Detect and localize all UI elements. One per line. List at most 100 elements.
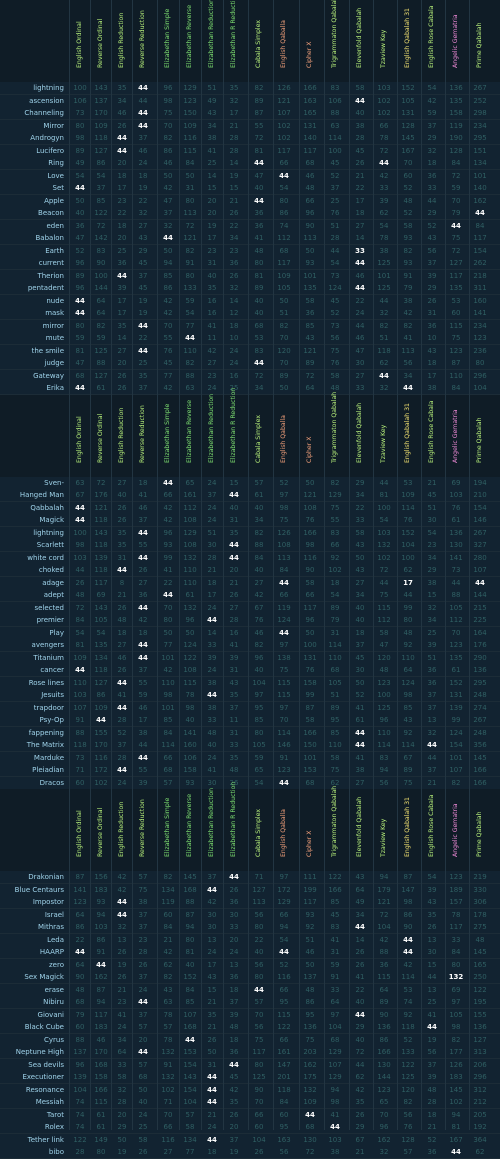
column-header[interactable]: Elizabethan Reduction [205,788,219,867]
column-header[interactable]: Cipher X [303,4,317,78]
table-row[interactable]: Tarot 74 61 20 24 70 57 21 26 66 60 44 41 26 70 56 18 94 2… [0,1108,500,1122]
column-header[interactable]: Trigrammaton Qabalah [328,786,342,867]
table-row[interactable]: judge 47 88 20 25 45 82 27 24 44 70 89 76 30 62 56 18 87 8… [0,357,500,370]
column-header[interactable]: Elizabethan Simple [161,4,175,78]
table-row[interactable]: Ring 49 86 20 24 46 84 25 14 44 66 68 45 26 44 70 18 84 13… [0,157,500,170]
column-header[interactable]: English Qaballa [277,4,291,78]
table-row[interactable]: Magick 44 118 26 37 42 108 24 31 34 75 76 55 33 54 76 30… [0,514,500,527]
table-row[interactable]: lightning 100 143 35 44 96 129 51 35 82 126 166 83 58… [0,82,500,95]
table-row[interactable]: Babalon 47 142 20 43 44 121 17 34 41 112 113 28 14 78 9… [0,232,500,245]
column-header[interactable]: Elizabethan Reduction [205,393,219,473]
table-row[interactable]: choked 44 118 44 26 41 110 21 20 40 84 90 102 43 72 62 2… [0,564,500,577]
table-row[interactable]: Love 54 54 18 18 50 50 14 19 47 44 46 52 21 42 60 36 72 10… [0,169,500,183]
table-row[interactable]: Dracos 60 102 24 39 57 93 30 26 54 44 68 62 27 56 75 21 8… [0,776,500,790]
column-header[interactable]: Elizabethan Reverse [183,4,197,78]
column-header[interactable]: English Reduction [115,399,129,473]
column-header[interactable]: Tzaview Key [377,4,391,78]
column-header[interactable]: English Qabalah 31 [401,4,415,78]
column-header[interactable]: Prime Qabalah [473,793,487,867]
table-row[interactable]: Black Cube 60 183 24 57 57 168 21 48 56 122 136 104 2… [0,1021,500,1034]
column-header[interactable]: English Reduction [115,793,129,867]
table-row[interactable]: Scarlett 98 118 35 55 93 108 30 44 88 108 98 66 43 132… [0,539,500,552]
table-row[interactable]: Therion 89 100 44 37 85 80 40 26 81 109 101 73 46 101 9… [0,269,500,283]
column-header[interactable]: Reverse Reduction [136,793,150,867]
column-header[interactable]: Elizabethan Reverse [183,793,197,867]
column-header[interactable]: Reverse Reduction [136,4,150,78]
column-header[interactable]: Elizabethan R Reduction [227,782,241,867]
column-header[interactable]: Elizabethan R Reduction [227,387,241,473]
column-header[interactable]: Reverse Ordinal [94,793,108,867]
table-row[interactable]: Cyrus 88 46 34 20 78 44 26 18 75 66 75 68 40 86 52 19 82 1… [0,1033,500,1047]
column-header[interactable]: Elizabethan R Reduction [227,0,241,78]
table-row[interactable]: Erika 44 61 26 37 42 63 24 25 34 50 64 48 33 32 44 38 84 1… [0,382,500,395]
table-row[interactable]: Drakonian 87 156 42 57 82 145 37 44 71 97 111 122 43 9… [0,871,500,884]
table-row[interactable]: adage 26 117 8 27 22 110 18 21 27 44 58 18 27 44 17 38 44… [0,576,500,590]
column-header[interactable]: Elizabethan Reduction [205,0,219,78]
table-row[interactable]: Giovani 79 117 41 37 78 107 35 39 70 115 95 97 44 90 92… [0,1008,500,1022]
table-row[interactable]: nude 44 64 17 19 42 59 16 14 40 50 58 45 22 44 38 26 53 16… [0,294,500,308]
column-header[interactable]: Trigrammaton Qabalah [328,391,342,473]
table-row[interactable]: Leda 22 86 13 23 21 80 13 20 22 54 51 41 14 42 44 13 33 48 [0,933,500,947]
table-row[interactable]: the smile 81 125 27 44 76 110 42 24 83 120 121 75 47 1… [0,344,500,358]
table-row[interactable]: Channeling 73 170 46 44 75 150 43 17 87 107 165 88 40… [0,107,500,120]
column-header[interactable]: Prime Qabalah [473,399,487,473]
table-row[interactable]: Messiah 74 115 28 40 71 104 44 35 70 84 109 98 35 65 82… [0,1096,500,1109]
column-header[interactable]: Angelic Gematria [449,793,463,867]
table-row[interactable]: Qabbalah 44 121 26 46 42 112 24 40 40 98 108 75 22 100… [0,501,500,515]
column-header[interactable]: English Ordinal [73,399,87,473]
table-row[interactable]: Executioner 139 158 58 68 132 143 44 45 125 201 175… [0,1071,500,1084]
table-row[interactable]: Rolex 74 61 29 25 66 58 24 20 60 95 68 44 29 96 76 21 81 1… [0,1121,500,1134]
table-row[interactable]: mask 44 64 17 19 42 54 16 12 40 51 36 52 24 32 42 31 60 14… [0,307,500,320]
table-row[interactable]: bibo 28 80 19 26 27 77 18 19 26 56 72 38 21 32 57 36 44 62 [0,1146,500,1159]
table-row[interactable]: Earth 52 83 25 29 50 82 23 23 48 68 50 44 33 38 82 56 72 1… [0,244,500,258]
column-header[interactable]: Reverse Reduction [136,399,150,473]
column-header[interactable]: Tzaview Key [377,793,391,867]
table-row[interactable]: Pleiadian 71 172 44 55 68 158 41 48 65 123 153 75 38 9… [0,764,500,777]
table-row[interactable]: ascension 106 137 34 44 98 123 49 32 89 121 163 106 4… [0,94,500,108]
column-header[interactable]: Cabala Simplex [252,4,266,78]
table-row[interactable]: Hanged Man 67 176 40 41 66 161 37 44 61 97 121 129 34… [0,489,500,502]
column-header[interactable]: Reverse Ordinal [94,399,108,473]
table-row[interactable]: pentadent 96 144 39 45 86 133 35 32 89 105 135 124 44… [0,282,500,295]
column-header[interactable]: English Qaballa [277,399,291,473]
table-row[interactable]: Marduke 73 116 28 44 66 106 24 35 59 91 101 58 41 83 67… [0,751,500,765]
table-row[interactable]: adept 48 69 21 36 44 61 17 26 42 66 66 54 34 75 44 15 88 1… [0,589,500,602]
column-header[interactable]: Elevenfold Qabalah [353,399,367,473]
table-row[interactable]: mute 59 59 14 22 55 44 11 10 53 70 43 56 46 51 41 10 75 12… [0,332,500,345]
column-header[interactable]: Elizabethan Reverse [183,399,197,473]
table-row[interactable]: Mirror 80 109 26 44 70 109 34 21 55 102 131 63 38 66 12… [0,119,500,133]
table-row[interactable]: Tether link 122 149 50 58 116 134 44 37 104 163 130… [0,1133,500,1147]
table-row[interactable]: selected 72 143 26 44 70 132 24 27 67 119 117 89 40 11… [0,601,500,615]
column-header[interactable]: Elizabethan Simple [161,399,175,473]
table-row[interactable]: Apple 50 85 23 22 47 80 20 21 44 80 66 25 17 39 48 44 70 1… [0,194,500,208]
column-header[interactable]: Prime Qabalah [473,4,487,78]
table-row[interactable]: Sea devils 96 168 33 57 91 154 31 44 80 147 162 107 4… [0,1058,500,1072]
column-header[interactable]: English Rose Cabala [425,4,439,78]
table-row[interactable]: Resonance 104 166 32 50 102 154 44 42 90 118 132 94 4… [0,1083,500,1097]
table-row[interactable]: Blue Centaurs 141 183 42 75 134 168 44 26 127 172 1… [0,883,500,897]
table-row[interactable]: Impostor 123 93 44 38 119 88 42 36 113 129 117 85 49 1… [0,896,500,909]
table-row[interactable]: erase 48 87 21 24 43 84 15 18 44 66 48 33 22 64 53 13 69 1… [0,983,500,997]
column-header[interactable]: Angelic Gematria [449,399,463,473]
table-row[interactable]: HAARP 44 91 26 28 42 81 24 24 40 44 46 31 26 88 44 30 84 1… [0,946,500,959]
table-row[interactable]: The Matrix 118 170 37 44 114 160 40 33 105 146 150 1… [0,739,500,752]
table-row[interactable]: Mithras 86 103 32 37 84 94 30 33 80 94 92 83 44 104 90 2… [0,921,500,934]
table-row[interactable]: premier 84 105 48 42 80 96 44 28 76 124 96 79 40 112 80… [0,614,500,627]
table-row[interactable]: current 96 90 36 45 94 91 31 36 80 117 93 54 44 125 93 3… [0,257,500,270]
table-row[interactable]: Gateway 68 127 26 35 77 88 23 16 72 89 72 58 27 44 34 17… [0,369,500,383]
table-row[interactable]: white cord 103 139 31 44 99 132 28 44 84 113 116 92 5… [0,551,500,565]
table-row[interactable]: Beacon 40 122 22 32 37 113 20 26 36 86 96 76 18 62 52 29… [0,207,500,220]
table-row[interactable]: Sex Magick 90 162 26 37 82 152 43 36 80 116 137 91 41… [0,971,500,984]
table-row[interactable]: cancer 44 118 26 37 42 108 24 31 40 75 76 68 30 48 64 36… [0,664,500,677]
column-header[interactable]: Cabala Simplex [252,793,266,867]
column-header[interactable]: Trigrammaton Qabalah [328,0,342,78]
table-row[interactable]: Jesuits 103 86 41 59 98 78 44 35 97 115 99 51 52 100 98… [0,689,500,702]
table-row[interactable]: Set 44 37 17 19 42 31 15 15 40 54 48 37 22 33 52 33 59 140 [0,182,500,195]
column-header[interactable]: English Rose Cabala [425,399,439,473]
table-row[interactable]: mirror 80 82 35 44 70 77 41 18 68 82 85 73 44 82 82 36 11… [0,319,500,333]
column-header[interactable]: Tzaview Key [377,399,391,473]
table-row[interactable]: fappening 88 155 52 38 84 141 48 31 80 114 166 85 44 1… [0,726,500,740]
table-row[interactable]: Nibiru 68 94 23 44 63 85 21 37 57 95 86 64 40 89 74 25 97… [0,996,500,1009]
column-header[interactable]: Cabala Simplex [252,399,266,473]
column-header[interactable]: Cipher X [303,793,317,867]
